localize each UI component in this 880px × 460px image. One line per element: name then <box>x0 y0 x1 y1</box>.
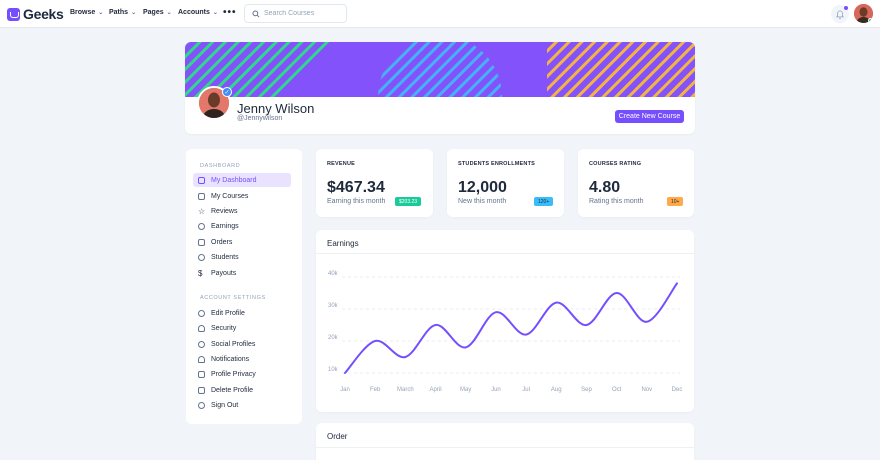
nav-accounts[interactable]: Accounts ⌄ <box>178 9 218 16</box>
avatar-image <box>854 4 873 23</box>
x-tick-label: Jan <box>340 387 350 393</box>
bell-icon <box>198 355 205 363</box>
x-tick-label: May <box>460 387 471 393</box>
earnings-card: Earnings 40k 30k 20k 10k Jan Feb March April May… <box>316 230 694 412</box>
user-avatar[interactable] <box>854 4 873 23</box>
notification-dot <box>844 6 848 10</box>
sidebar-item-payouts[interactable]: $ Payouts <box>198 268 237 278</box>
logo-icon <box>7 7 20 21</box>
earnings-title: Earnings <box>327 239 359 248</box>
dollar-icon: $ <box>198 268 203 278</box>
profile-handle: @Jennywilson <box>237 115 283 122</box>
profile-banner <box>185 42 695 97</box>
divider <box>316 447 694 448</box>
stat-value: 12,000 <box>458 179 507 196</box>
order-title: Order <box>327 432 348 441</box>
order-card: Order <box>316 423 694 460</box>
search-icon <box>252 9 260 18</box>
order-icon <box>198 238 205 246</box>
stat-label: COURSES RATING <box>589 161 642 167</box>
sidebar-item-sign-out[interactable]: Sign Out <box>193 398 291 412</box>
x-tick-label: Nov <box>641 387 652 393</box>
sidebar-heading-account-settings: ACCOUNT SETTINGS <box>200 295 266 301</box>
x-tick-label: Feb <box>370 387 381 393</box>
chevron-down-icon: ⌄ <box>131 10 137 16</box>
y-tick-label: 40k <box>328 271 339 277</box>
nav-pages[interactable]: Pages ⌄ <box>143 9 172 16</box>
user-icon <box>198 324 205 332</box>
x-tick-label: March <box>397 387 414 393</box>
chevron-down-icon: ⌄ <box>98 10 104 16</box>
stat-label: REVENUE <box>327 161 355 167</box>
y-tick-label: 20k <box>328 335 339 341</box>
brand-name: Geeks <box>23 6 64 22</box>
sidebar-item-social-profiles[interactable]: Social Profiles <box>193 337 291 351</box>
create-new-course-button[interactable]: Create New Course <box>615 110 684 123</box>
sidebar-item-orders[interactable]: Orders <box>193 235 291 249</box>
book-icon <box>198 192 205 200</box>
sidebar-item-reviews[interactable]: ☆ Reviews <box>198 206 238 216</box>
profile-header: ✓ Jenny Wilson @Jennywilson Create New C… <box>185 42 695 134</box>
x-tick-label: Aug <box>551 387 562 393</box>
sidebar-item-notifications[interactable]: Notifications <box>193 352 291 366</box>
banner-pattern <box>185 42 695 97</box>
x-tick-label: April <box>430 387 442 393</box>
y-tick-label: 10k <box>328 367 339 373</box>
bell-icon <box>836 9 844 19</box>
stat-value: $467.34 <box>327 179 385 196</box>
students-enrollments-card: STUDENTS ENROLLMENTS 12,000 New this mon… <box>447 149 564 217</box>
divider <box>316 253 694 254</box>
earnings-chart: 40k 30k 20k 10k Jan Feb March April May Jun Jul Aug… <box>328 271 683 393</box>
brand-logo[interactable]: Geeks <box>7 6 64 22</box>
dashboard-sidebar: DASHBOARD My Dashboard My Courses ☆ Revie… <box>186 149 302 424</box>
stat-value: 4.80 <box>589 179 621 196</box>
stat-badge: $203.23 <box>395 197 422 206</box>
chevron-down-icon: ⌄ <box>212 10 218 16</box>
stat-badge: 10+ <box>667 197 684 206</box>
online-status-dot <box>868 18 873 23</box>
sidebar-item-earnings[interactable]: Earnings <box>193 219 291 233</box>
users-icon <box>198 253 205 261</box>
chevron-down-icon: ⌄ <box>166 10 172 16</box>
stat-badge: 120+ <box>534 197 554 206</box>
sidebar-item-my-courses[interactable]: My Courses <box>193 189 291 203</box>
x-tick-label: Dec <box>672 387 683 393</box>
more-menu-icon[interactable]: ••• <box>223 7 237 18</box>
lock-icon <box>198 370 205 378</box>
pie-chart-icon <box>198 222 205 230</box>
star-icon: ☆ <box>198 206 206 216</box>
refresh-icon <box>198 340 205 348</box>
search-box[interactable] <box>244 4 347 23</box>
power-icon <box>198 401 205 409</box>
stat-subtitle: New this month <box>458 198 507 205</box>
home-icon <box>198 176 205 184</box>
sidebar-heading-dashboard: DASHBOARD <box>200 163 241 169</box>
x-tick-label: Jul <box>522 387 530 393</box>
y-tick-label: 30k <box>328 303 339 309</box>
revenue-card: REVENUE $467.34 Earning this month $203.… <box>316 149 433 217</box>
sidebar-item-profile-privacy[interactable]: Profile Privacy <box>193 367 291 381</box>
notifications-button[interactable] <box>831 5 849 23</box>
sidebar-item-delete-profile[interactable]: Delete Profile <box>193 383 291 397</box>
trash-icon <box>198 386 205 394</box>
earnings-line <box>344 282 678 374</box>
stat-subtitle: Earning this month <box>327 198 386 205</box>
sidebar-item-security[interactable]: Security <box>193 321 291 335</box>
verified-badge-icon: ✓ <box>222 87 232 97</box>
courses-rating-card: COURSES RATING 4.80 Rating this month 10… <box>578 149 694 217</box>
nav-paths[interactable]: Paths ⌄ <box>109 9 137 16</box>
stat-label: STUDENTS ENROLLMENTS <box>458 161 536 167</box>
x-tick-label: Oct <box>612 387 622 393</box>
nav-browse[interactable]: Browse ⌄ <box>70 9 104 16</box>
x-tick-label: Sep <box>581 387 592 393</box>
stat-subtitle: Rating this month <box>589 198 644 205</box>
sidebar-item-students[interactable]: Students <box>193 250 291 264</box>
settings-icon <box>198 309 205 317</box>
search-input[interactable] <box>264 10 344 17</box>
sidebar-item-my-dashboard[interactable]: My Dashboard <box>193 173 291 187</box>
top-navbar: Geeks Browse ⌄ Paths ⌄ Pages ⌄ Accounts ⌄ ••… <box>0 0 880 28</box>
sidebar-item-edit-profile[interactable]: Edit Profile <box>193 306 291 320</box>
profile-name: Jenny Wilson <box>237 101 315 116</box>
x-tick-label: Jun <box>491 387 501 393</box>
